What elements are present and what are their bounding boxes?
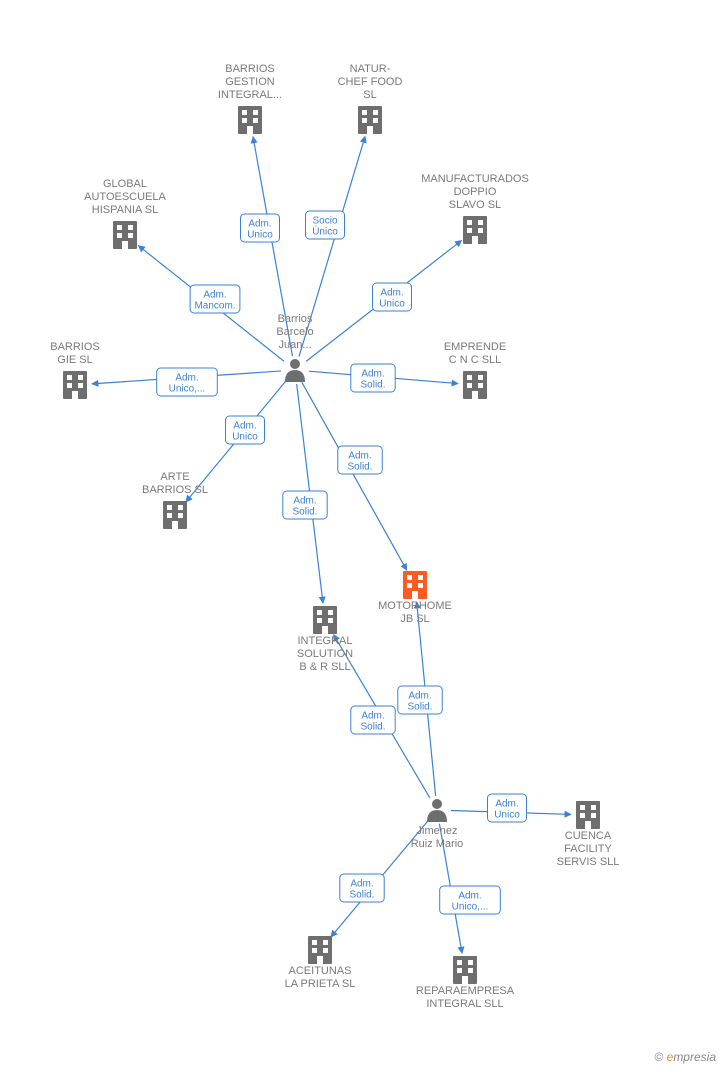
node-label: BARRIOS SL <box>142 484 208 496</box>
company-node[interactable] <box>238 106 262 134</box>
building-icon <box>358 106 382 134</box>
node-label: Ruiz Mario <box>411 838 464 850</box>
edge-label-text: Adm. <box>203 289 226 300</box>
node-label: MOTORHOME <box>378 600 452 612</box>
building-icon <box>113 221 137 249</box>
company-node[interactable] <box>308 936 332 964</box>
company-node[interactable] <box>313 606 337 634</box>
building-icon <box>163 501 187 529</box>
edge-label-text: Solid. <box>360 379 385 390</box>
edge-label-text: Solid. <box>349 889 374 900</box>
node-label: GESTION <box>225 76 275 88</box>
node-label: Juan... <box>278 339 311 351</box>
company-node[interactable] <box>576 801 600 829</box>
person-node[interactable] <box>427 799 447 822</box>
company-node[interactable] <box>63 371 87 399</box>
company-node[interactable] <box>463 371 487 399</box>
edge-label-text: Adm. <box>233 420 256 431</box>
edge-label-text: Unico,... <box>452 901 489 912</box>
edge-label-text: Unico <box>494 809 520 820</box>
node-label: ARTE <box>160 471 189 483</box>
edge-label-text: Adm. <box>175 372 198 383</box>
node-label: BARRIOS <box>225 63 275 75</box>
node-label: FACILITY <box>564 843 612 855</box>
node-label: HISPANIA SL <box>92 204 158 216</box>
edge-label-text: Adm. <box>408 690 431 701</box>
node-label: REPARAEMPRESA <box>416 985 515 997</box>
edge-label-text: Solid. <box>292 506 317 517</box>
node-label: EMPRENDE <box>444 341 506 353</box>
building-icon <box>463 371 487 399</box>
node-label: INTEGRAL <box>297 635 352 647</box>
person-node[interactable] <box>285 359 305 382</box>
node-label: CUENCA <box>565 830 612 842</box>
edge-label-text: Adm. <box>248 218 271 229</box>
edge-label-text: Unico <box>247 229 273 240</box>
company-node[interactable] <box>453 956 477 984</box>
node-label: BARRIOS <box>50 341 100 353</box>
edge-label-text: Adm. <box>350 878 373 889</box>
edge-label-text: Adm. <box>361 368 384 379</box>
company-node[interactable] <box>463 216 487 244</box>
node-label: MANUFACTURADOS <box>421 173 529 185</box>
node-label: Barrios <box>278 313 313 325</box>
building-icon <box>576 801 600 829</box>
building-icon <box>238 106 262 134</box>
edge-label-text: Solid. <box>407 701 432 712</box>
node-label: SL <box>363 89 376 101</box>
node-label: JB SL <box>400 613 429 625</box>
person-icon <box>285 359 305 382</box>
edge-label-text: Adm. <box>495 798 518 809</box>
node-label: C N C SLL <box>449 354 502 366</box>
building-icon <box>308 936 332 964</box>
node-label: INTEGRAL... <box>218 89 282 101</box>
edge-label-text: Mancom. <box>194 300 235 311</box>
edge-label-text: Adm. <box>380 287 403 298</box>
building-icon <box>403 571 427 599</box>
person-icon <box>427 799 447 822</box>
node-label: SERVIS SLL <box>557 856 620 868</box>
company-node[interactable] <box>358 106 382 134</box>
company-node[interactable] <box>113 221 137 249</box>
footer-brand: © empresia <box>654 1050 716 1064</box>
node-label: LA PRIETA SL <box>285 978 356 990</box>
building-icon <box>63 371 87 399</box>
building-icon <box>453 956 477 984</box>
edge-label-text: Socio <box>312 215 337 226</box>
edge <box>302 382 407 570</box>
edge-label-text: Unico <box>379 298 405 309</box>
edge-label-text: Unico,... <box>169 383 206 394</box>
node-label: SLAVO SL <box>449 199 501 211</box>
edge-label-text: Adm. <box>348 450 371 461</box>
node-label: Barcelo <box>276 326 313 338</box>
edge-label-text: Adm. <box>361 710 384 721</box>
edge-label-text: Único <box>312 224 338 237</box>
edge-label-text: Unico <box>232 431 258 442</box>
edge-label-text: Solid. <box>347 461 372 472</box>
building-icon <box>463 216 487 244</box>
company-node[interactable] <box>403 571 427 599</box>
node-label: GLOBAL <box>103 178 147 190</box>
company-node[interactable] <box>163 501 187 529</box>
node-label: Jimenez <box>417 825 458 837</box>
edge-label-text: Adm. <box>293 495 316 506</box>
building-icon <box>313 606 337 634</box>
edge-label-text: Adm. <box>458 890 481 901</box>
node-label: ACEITUNAS <box>289 965 352 977</box>
node-label: INTEGRAL SLL <box>426 998 503 1010</box>
node-label: DOPPIO <box>454 186 497 198</box>
node-label: NATUR- <box>350 63 391 75</box>
node-label: SOLUTION <box>297 648 353 660</box>
node-label: CHEF FOOD <box>338 76 403 88</box>
network-diagram: Adm.UnicoSocioÚnicoAdm.UnicoAdm.Mancom.A… <box>0 0 728 1070</box>
node-label: GIE SL <box>57 354 92 366</box>
node-label: AUTOESCUELA <box>84 191 166 203</box>
node-label: B & R SLL <box>299 661 350 673</box>
edge-label-text: Solid. <box>360 721 385 732</box>
